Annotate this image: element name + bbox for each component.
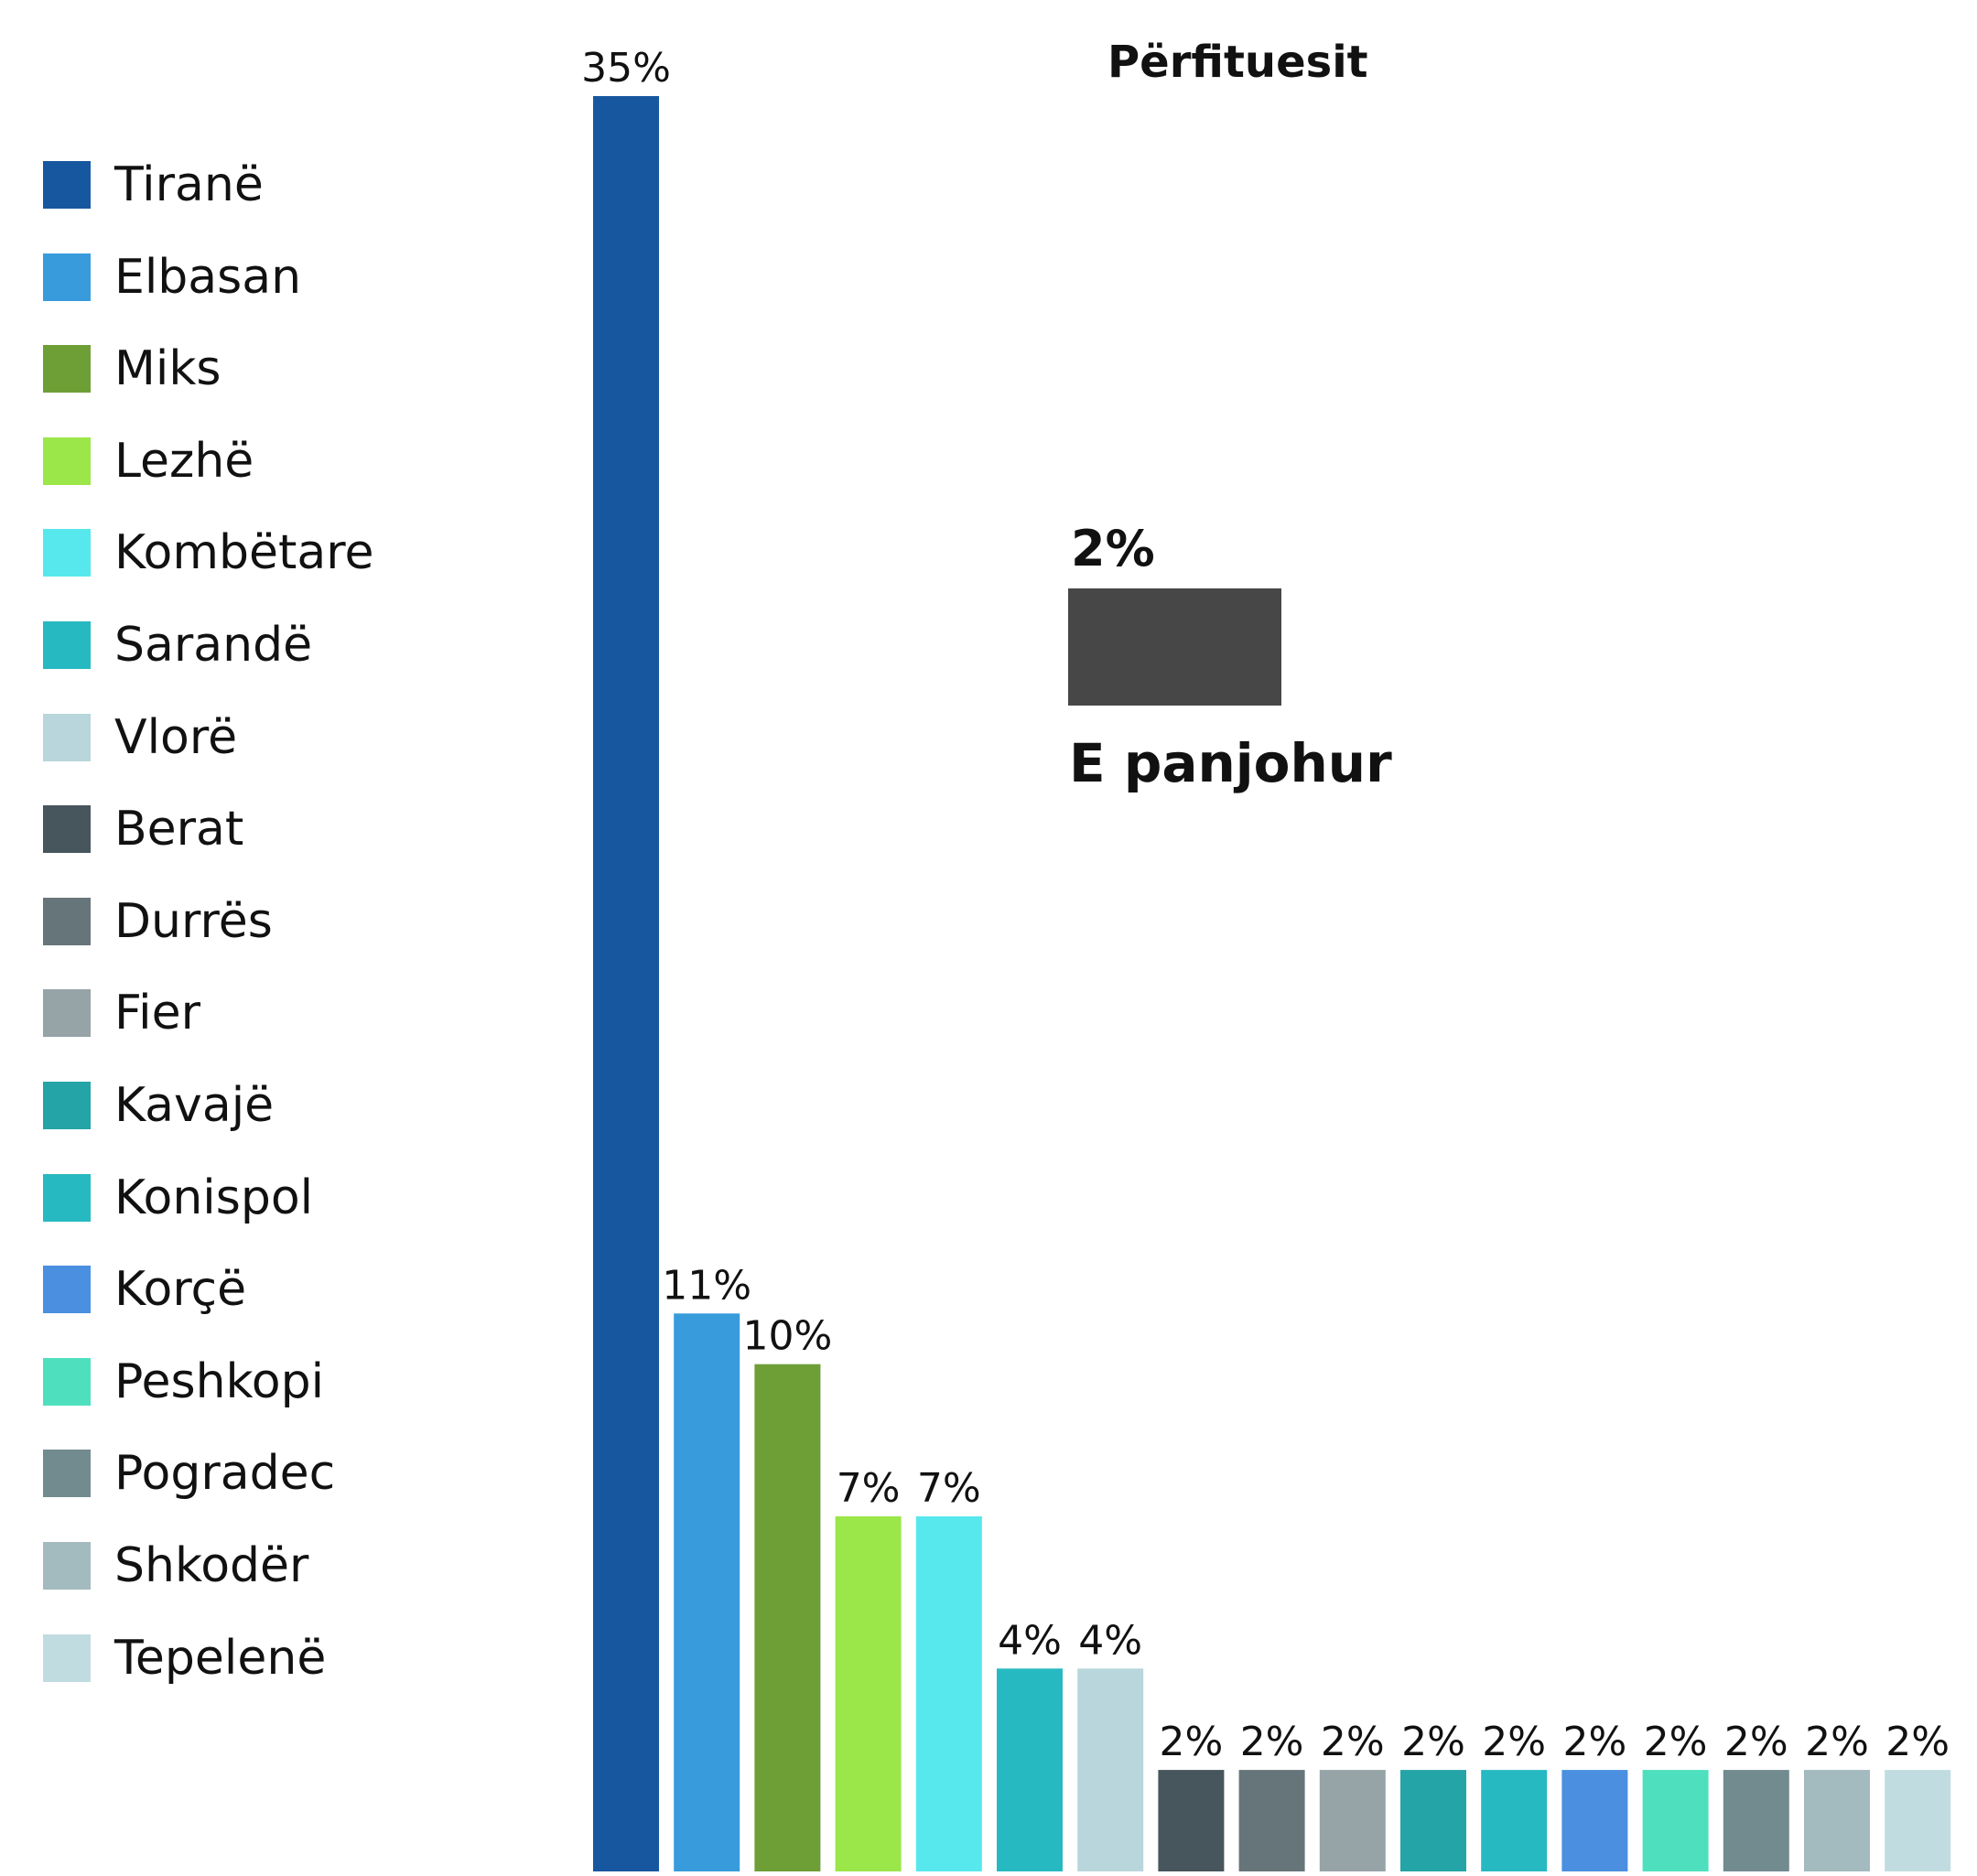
- bar-3: [754, 1364, 821, 1871]
- legend-swatch: [43, 1541, 91, 1590]
- legend-item: Lezhë: [43, 437, 373, 530]
- legend-item: Fier: [43, 989, 373, 1082]
- legend-item: Pogradec: [43, 1450, 373, 1542]
- bar-value-label: 2%: [1240, 1719, 1304, 1765]
- legend-swatch: [43, 897, 91, 945]
- legend: Tiranë Elbasan Miks Lezhë Kombëtare Sarandë Vl…: [43, 161, 373, 1726]
- legend-item: Durrës: [43, 893, 373, 990]
- legend-swatch: [43, 1450, 91, 1498]
- legend-label: Kombëtare: [114, 525, 374, 581]
- bar-value-label: 2%: [1644, 1719, 1708, 1765]
- bar-10: [1319, 1770, 1386, 1871]
- legend-swatch: [43, 345, 91, 394]
- legend-item: Peshkopi: [43, 1353, 373, 1450]
- legend-label: Vlorë: [114, 709, 238, 765]
- legend-label: Korçë: [114, 1262, 247, 1318]
- chart-title: Përfituesit: [1107, 37, 1368, 88]
- legend-label: Durrës: [114, 893, 273, 949]
- legend-swatch: [43, 253, 91, 301]
- legend-label: Lezhë: [114, 433, 254, 489]
- legend-item: Miks: [43, 345, 373, 437]
- legend-label: Kavajë: [114, 1077, 275, 1133]
- unknown-label: E panjohur: [1069, 732, 1392, 794]
- bar-15: [1723, 1770, 1789, 1871]
- bar-value-label: 2%: [1885, 1719, 1950, 1765]
- unknown-bar: [1068, 588, 1281, 706]
- legend-swatch: [43, 161, 91, 209]
- legend-label: Berat: [114, 802, 244, 857]
- legend-item: Shkodër: [43, 1537, 373, 1634]
- bar-7: [1077, 1668, 1144, 1871]
- legend-label: Shkodër: [114, 1537, 309, 1593]
- bar-value-label: 4%: [998, 1617, 1062, 1664]
- legend-label: Tiranë: [114, 157, 264, 212]
- bar-value-label: 4%: [1078, 1617, 1142, 1664]
- legend-item: Konispol: [43, 1170, 373, 1267]
- legend-swatch: [43, 1081, 91, 1129]
- bar-value-label: 2%: [1562, 1719, 1626, 1765]
- legend-swatch: [43, 437, 91, 485]
- legend-item: Berat: [43, 805, 373, 898]
- bar-1: [593, 96, 659, 1871]
- legend-label: Tepelenë: [114, 1630, 327, 1686]
- bar-14: [1642, 1770, 1709, 1871]
- bar-4: [835, 1516, 902, 1871]
- legend-item: Vlorë: [43, 709, 373, 806]
- bar-value-label: 2%: [1482, 1719, 1546, 1765]
- bar-13: [1561, 1770, 1628, 1871]
- legend-swatch: [43, 1633, 91, 1682]
- bar-value-label: 7%: [917, 1465, 981, 1512]
- bar-value-label: 11%: [662, 1262, 751, 1309]
- bar-17: [1885, 1770, 1951, 1871]
- legend-swatch: [43, 989, 91, 1038]
- legend-swatch: [43, 1173, 91, 1222]
- legend-label: Sarandë: [114, 617, 313, 673]
- legend-item: Tepelenë: [43, 1630, 373, 1727]
- bar-value-label: 7%: [837, 1465, 901, 1512]
- legend-label: Peshkopi: [114, 1353, 325, 1409]
- legend-item: Kavajë: [43, 1077, 373, 1174]
- bar-value-label: 2%: [1401, 1719, 1465, 1765]
- legend-item: Sarandë: [43, 617, 373, 714]
- legend-swatch: [43, 1266, 91, 1314]
- legend-label: Pogradec: [114, 1446, 336, 1502]
- legend-item: Kombëtare: [43, 529, 373, 621]
- bar-9: [1238, 1770, 1305, 1871]
- bar-group: 35% 11%10% 7% 7% 4% 4% 2% 2% 2% 2% 2% 2% 2% 2% 2% 2%: [581, 45, 1951, 1871]
- bar-8: [1158, 1770, 1225, 1871]
- legend-label: Fier: [114, 986, 200, 1041]
- bar-value-label: 2%: [1159, 1719, 1223, 1765]
- legend-swatch: [43, 1357, 91, 1406]
- bar-value-label: 35%: [581, 45, 671, 92]
- legend-label: Konispol: [114, 1170, 314, 1225]
- bar-5: [915, 1516, 982, 1871]
- bar-value-label: 10%: [743, 1313, 833, 1360]
- bar-11: [1400, 1770, 1466, 1871]
- legend-item: Elbasan: [43, 253, 373, 346]
- legend-item: Tiranë: [43, 161, 373, 253]
- legend-label: Elbasan: [114, 249, 302, 305]
- legend-label: Miks: [114, 341, 221, 397]
- legend-swatch: [43, 805, 91, 854]
- legend-swatch: [43, 620, 91, 669]
- legend-item: Korçë: [43, 1266, 373, 1358]
- bar-12: [1481, 1770, 1548, 1871]
- legend-swatch: [43, 529, 91, 577]
- bar-16: [1804, 1770, 1870, 1871]
- legend-swatch: [43, 713, 91, 761]
- bar-6: [997, 1668, 1063, 1871]
- bar-value-label: 2%: [1724, 1719, 1788, 1765]
- unknown-value-label: 2%: [1071, 520, 1155, 577]
- bar-value-label: 2%: [1321, 1719, 1385, 1765]
- bar-2: [674, 1313, 740, 1871]
- bar-value-label: 2%: [1805, 1719, 1869, 1765]
